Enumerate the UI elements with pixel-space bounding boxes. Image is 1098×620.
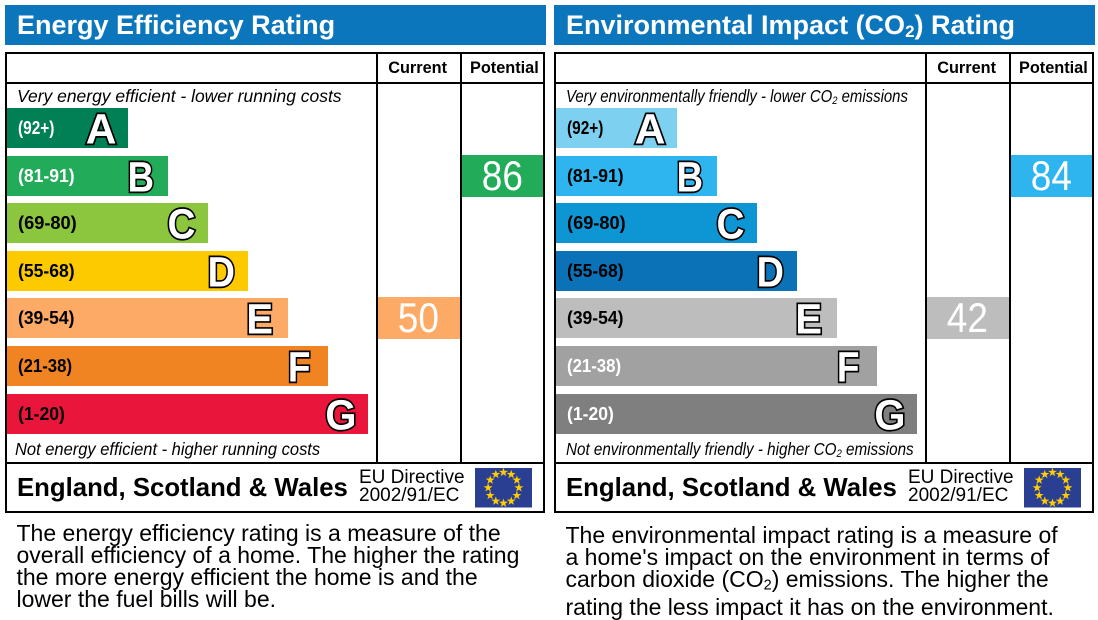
svg-text:F: F [837,345,860,392]
svg-text:B: B [128,154,154,201]
svg-text:A: A [635,107,666,154]
svg-text:G: G [325,392,356,439]
svg-text:F: F [288,345,311,392]
svg-text:A: A [86,107,117,154]
svg-text:C: C [717,202,745,249]
svg-text:C: C [168,202,196,249]
svg-text:E: E [246,297,273,344]
svg-text:B: B [677,154,703,201]
svg-text:E: E [795,297,822,344]
svg-text:D: D [208,249,235,296]
svg-text:G: G [874,392,905,439]
svg-text:D: D [757,249,784,296]
